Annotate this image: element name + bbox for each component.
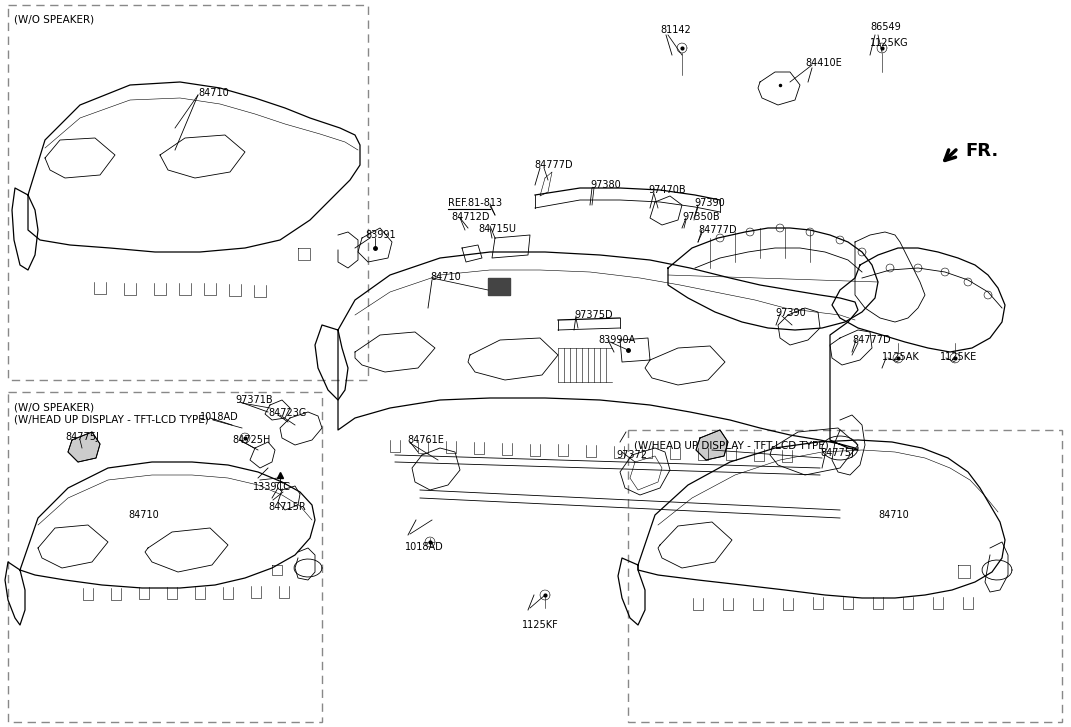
Polygon shape — [696, 430, 728, 460]
Text: 1018AD: 1018AD — [405, 542, 443, 552]
Text: 97390: 97390 — [694, 198, 725, 208]
Text: (W/O SPEAKER): (W/O SPEAKER) — [14, 402, 94, 412]
Text: 84710: 84710 — [429, 272, 461, 282]
Text: 84410E: 84410E — [805, 58, 842, 68]
Text: 83991: 83991 — [365, 230, 395, 240]
Polygon shape — [488, 278, 510, 295]
Text: 1339CC: 1339CC — [253, 482, 291, 492]
Text: 86549: 86549 — [870, 22, 901, 32]
Polygon shape — [67, 432, 100, 462]
Text: 1125KF: 1125KF — [522, 620, 559, 630]
Text: 84777D: 84777D — [853, 335, 891, 345]
Text: 97380: 97380 — [590, 180, 621, 190]
Text: 84777D: 84777D — [534, 160, 573, 170]
Text: 84715R: 84715R — [268, 502, 305, 512]
Text: 84712D: 84712D — [451, 212, 489, 222]
Text: REF.81-813: REF.81-813 — [448, 198, 502, 208]
Text: 97470B: 97470B — [648, 185, 685, 195]
Text: 97371B: 97371B — [235, 395, 273, 405]
Text: 1018AD: 1018AD — [200, 412, 239, 422]
Text: 97390: 97390 — [775, 308, 805, 318]
Text: FR.: FR. — [965, 142, 998, 160]
Text: 1125KE: 1125KE — [940, 352, 977, 362]
Text: 97375D: 97375D — [574, 310, 613, 320]
Text: 97350B: 97350B — [682, 212, 720, 222]
Text: (W/HEAD UP DISPLAY - TFT-LCD TYPE): (W/HEAD UP DISPLAY - TFT-LCD TYPE) — [14, 415, 209, 425]
Text: 84761E: 84761E — [407, 435, 443, 445]
Text: 81142: 81142 — [660, 25, 691, 35]
Text: 84710: 84710 — [878, 510, 909, 520]
Text: 1125AK: 1125AK — [883, 352, 920, 362]
Text: 84775J: 84775J — [820, 448, 854, 458]
Text: (W/O SPEAKER): (W/O SPEAKER) — [14, 15, 94, 25]
Text: 97372: 97372 — [616, 450, 647, 460]
Text: 84710: 84710 — [198, 88, 229, 98]
Text: 83990A: 83990A — [598, 335, 635, 345]
Text: 84725H: 84725H — [232, 435, 270, 445]
Text: 84723G: 84723G — [268, 408, 306, 418]
Text: 84775J: 84775J — [65, 432, 99, 442]
Text: 84710: 84710 — [129, 510, 159, 520]
Text: 84777D: 84777D — [698, 225, 737, 235]
Text: 1125KG: 1125KG — [870, 38, 908, 48]
Text: 84715U: 84715U — [478, 224, 516, 234]
Text: (W/HEAD UP DISPLAY - TFT-LCD TYPE): (W/HEAD UP DISPLAY - TFT-LCD TYPE) — [634, 440, 829, 450]
